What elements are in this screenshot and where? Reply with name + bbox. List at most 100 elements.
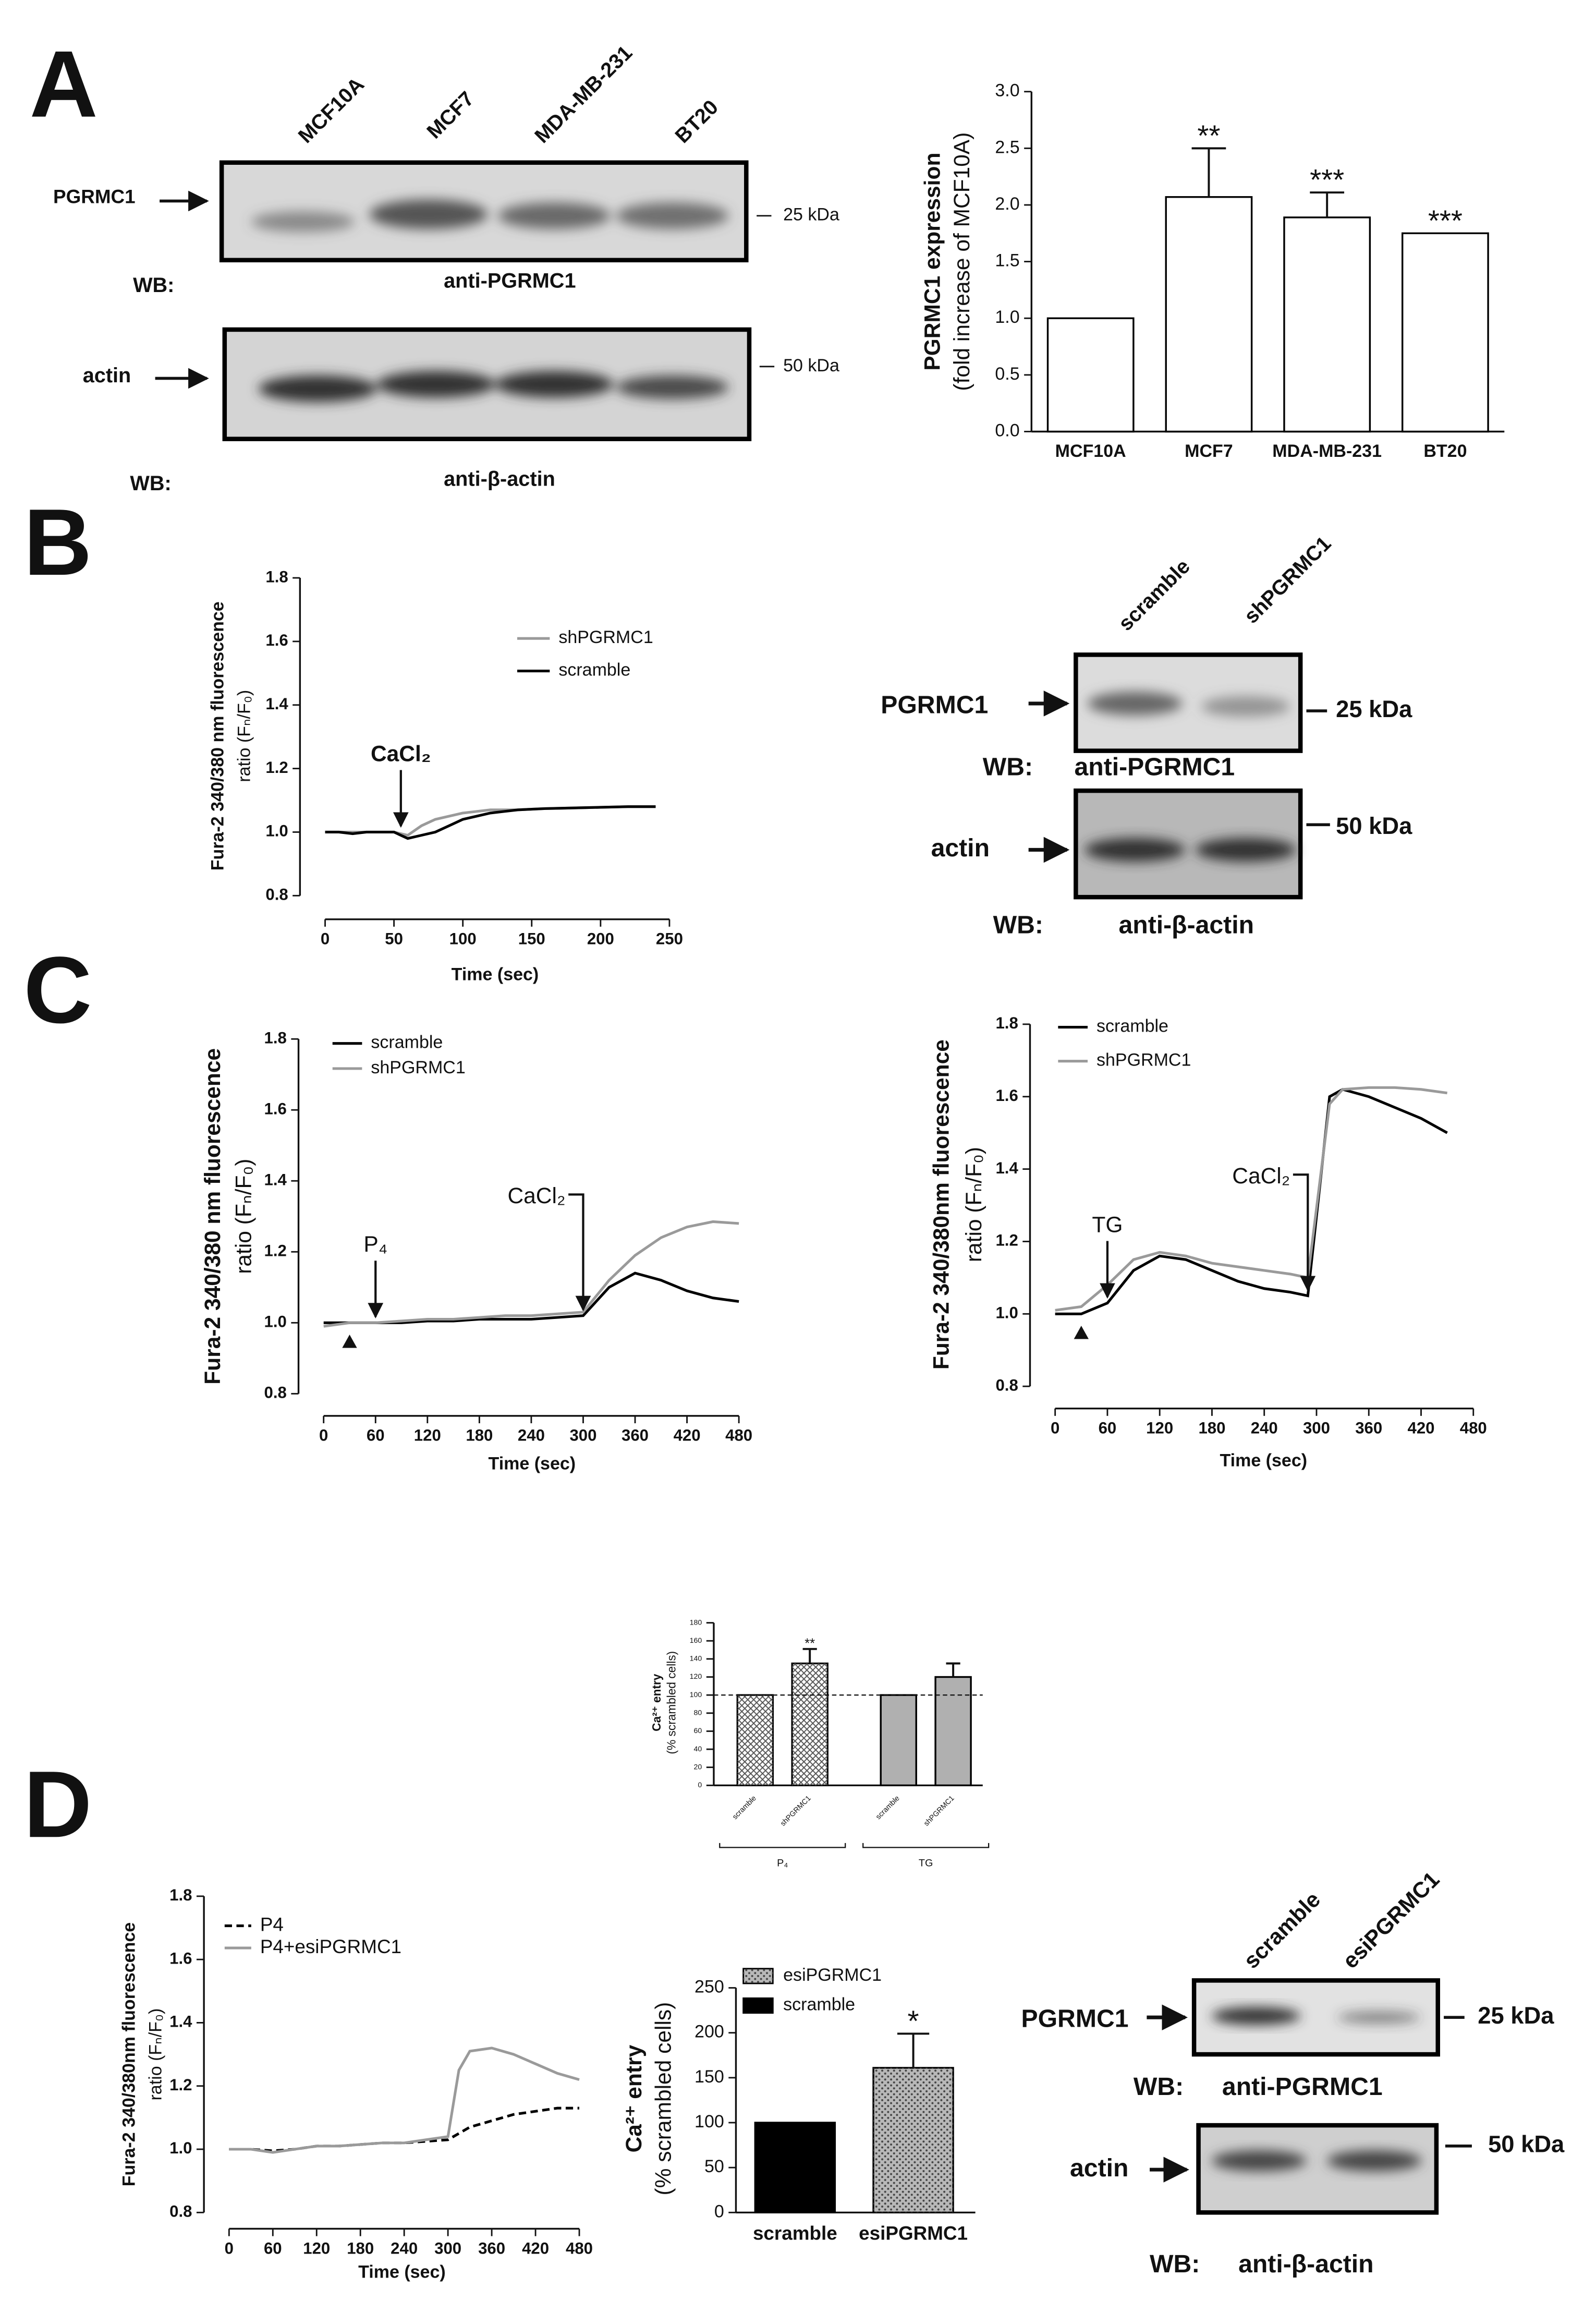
annotation-label: CaCl₂: [1232, 1164, 1290, 1189]
size-label: 50 kDa: [1488, 2131, 1565, 2158]
legend-label: scramble: [783, 1995, 855, 2015]
x-tick-label: 120: [303, 2239, 330, 2257]
lane-label: scramble: [1114, 555, 1195, 635]
antibody-label: anti-PGRMC1: [444, 270, 576, 293]
lane-label: scramble: [1239, 1887, 1325, 1973]
group-bracket: [862, 1843, 990, 1848]
antibody-label: anti-PGRMC1: [1075, 753, 1235, 781]
lane-label: BT20: [671, 95, 723, 148]
size-label: 25 kDa: [1478, 2002, 1554, 2029]
x-tick-label: 60: [1099, 1419, 1117, 1437]
bar-texture: [873, 2067, 954, 2213]
y-tick-label: 1.5: [995, 251, 1019, 271]
y-tick-label: 1.6: [169, 1949, 192, 1967]
blot-b: scramble shPGRMC1 PGRMC1 25 kDa WB: anti…: [881, 532, 1412, 939]
bands: [251, 199, 729, 232]
y-tick-label: 1.2: [169, 2076, 192, 2094]
x-tick-label: 420: [522, 2239, 549, 2257]
group-label: TG: [919, 1858, 933, 1869]
y-axis-label: Fura-2 340/380 nm fluorescence: [208, 601, 227, 870]
blot-d: scramble esiPGRMC1 PGRMC1 25 kDa WB: ant…: [1021, 1867, 1565, 2278]
significance: ***: [1310, 164, 1344, 197]
y-tick-label: 1.8: [169, 1886, 192, 1904]
y-axis-label: Fura-2 340/380 nm fluorescence: [201, 1048, 225, 1385]
x-tick-label: 240: [391, 2239, 418, 2257]
panel-label: A: [30, 32, 98, 137]
bar: [880, 1694, 917, 1787]
y-tick-label: 1.4: [264, 1170, 287, 1189]
error-bar: [897, 2032, 930, 2068]
x-tick-label: 420: [674, 1426, 701, 1445]
series-line: [1055, 1086, 1447, 1312]
x-tick-label: 300: [1303, 1419, 1330, 1437]
series-line: [325, 805, 656, 840]
x-tick-label: 0: [319, 1426, 328, 1445]
legend-label: scramble: [371, 1033, 443, 1052]
y-tick-label: 200: [695, 2022, 724, 2042]
size-label: 25 kDa: [1336, 696, 1412, 722]
y-tick-label: 250: [695, 1977, 724, 1997]
y-tick-label: 60: [694, 1727, 702, 1735]
antibody-label: anti-β-actin: [444, 467, 555, 490]
y-tick-label: 1.6: [265, 631, 288, 649]
x-tick-label: esiPGRMC1: [859, 2223, 968, 2244]
y-tick-label: 50: [704, 2157, 724, 2176]
x-tick-label: 100: [449, 930, 477, 948]
lane-label: MCF7: [422, 87, 478, 143]
y-axis-label: (% scrambled cells): [665, 1651, 678, 1754]
bar-texture: [792, 1663, 828, 1786]
legend-swatch-texture: [743, 1968, 773, 1984]
x-axis-label: Time (sec): [358, 2262, 446, 2282]
annotation-label: CaCl₂: [371, 742, 431, 766]
x-axis-label: Time (sec): [1220, 1451, 1308, 1471]
x-tick-label: 60: [367, 1426, 385, 1445]
bar: [754, 2122, 836, 2213]
wb-label: WB:: [1150, 2250, 1200, 2278]
series-line: [229, 2046, 580, 2154]
significance: **: [1197, 119, 1220, 152]
y-tick-label: 0.0: [995, 420, 1019, 440]
y-tick-label: 1.4: [995, 1159, 1018, 1177]
lane-label: esiPGRMC1: [1338, 1867, 1445, 1973]
lane-label: MDA-MB-231: [530, 41, 637, 148]
lane-label: MCF10A: [294, 73, 369, 148]
bands: [258, 371, 729, 402]
legend-label: P4+esiPGRMC1: [260, 1936, 401, 1957]
x-axis-label: Time (sec): [489, 1454, 576, 1473]
y-tick-label: 1.8: [265, 567, 288, 586]
y-tick-label: 1.6: [995, 1086, 1018, 1105]
x-tick-label: 240: [518, 1426, 545, 1445]
y-axis-label: (% scrambled cells): [652, 2002, 676, 2196]
group-bracket: [719, 1843, 846, 1848]
y-axis-label: ratio (Fₙ/F₀): [962, 1147, 986, 1262]
size-label: 50 kDa: [1336, 813, 1412, 839]
x-tick-label: 200: [587, 930, 614, 948]
x-tick-label: 120: [1146, 1419, 1173, 1437]
group-label: P₄: [777, 1858, 788, 1869]
x-tick-label: 0: [321, 930, 330, 948]
annotation-label: TG: [1092, 1213, 1123, 1237]
bands: [1212, 2150, 1422, 2171]
y-tick-label: 80: [694, 1709, 702, 1717]
y-tick-label: 2.0: [995, 194, 1019, 214]
x-tick-label: 180: [1198, 1419, 1225, 1437]
error-bar: [946, 1662, 960, 1677]
x-tick-label: shPGRMC1: [922, 1794, 956, 1828]
legend-label: P4: [260, 1914, 284, 1935]
x-tick-label: 360: [1355, 1419, 1382, 1437]
x-tick-label: 360: [478, 2239, 505, 2257]
x-axis-label: Time (sec): [452, 964, 539, 984]
y-tick-label: 1.4: [265, 695, 288, 713]
significance: ***: [1428, 204, 1463, 237]
wb-label: WB:: [130, 472, 171, 495]
legend-label: shPGRMC1: [558, 627, 653, 647]
annotation-arrow: [1293, 1173, 1316, 1292]
x-tick-label: 0: [225, 2239, 234, 2257]
y-axis-label: ratio (Fₙ/F₀): [232, 1159, 257, 1274]
x-tick-label: 120: [414, 1426, 441, 1445]
y-tick-label: 40: [694, 1745, 702, 1753]
x-tick-label: MCF7: [1185, 441, 1233, 461]
y-tick-label: 1.2: [995, 1231, 1018, 1250]
y-tick-label: 1.0: [995, 1304, 1018, 1322]
